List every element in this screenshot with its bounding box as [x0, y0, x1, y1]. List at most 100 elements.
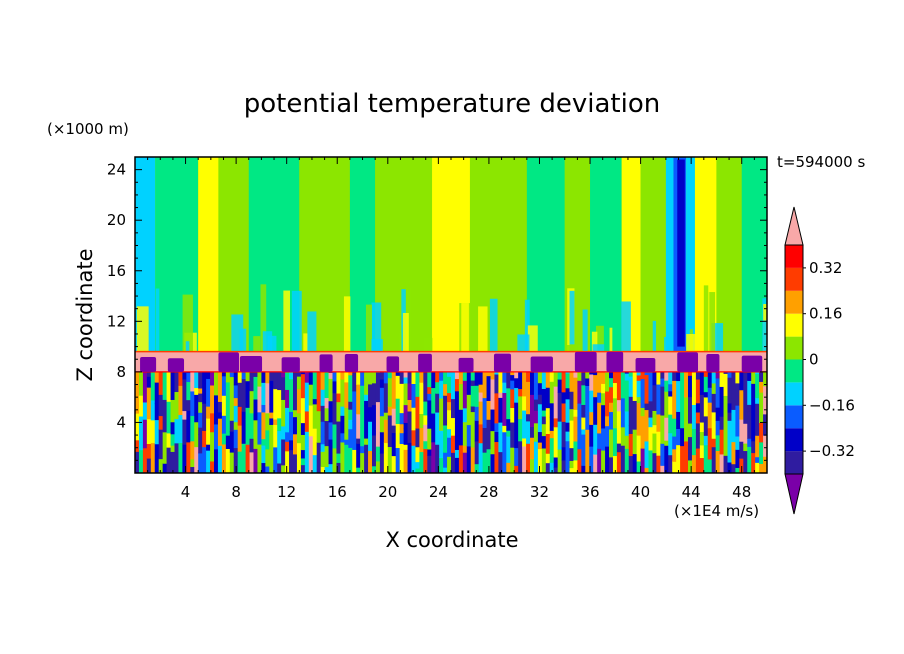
turbulent-cell [747, 446, 752, 473]
turbulent-cell [447, 392, 452, 403]
turbulent-cell [166, 379, 172, 402]
turbulent-cell [356, 413, 361, 439]
turbulent-cell [676, 371, 681, 382]
turbulent-cell [324, 445, 330, 468]
turbulent-cell [581, 404, 586, 418]
turbulent-cell [154, 403, 160, 421]
turbulent-cell [451, 380, 456, 400]
colorbar-segment [785, 336, 803, 360]
turbulent-cell [628, 455, 634, 473]
turbulent-cell [466, 445, 472, 473]
upper-tongue [307, 311, 317, 352]
turbulent-cell [194, 387, 199, 395]
turbulent-cell [182, 371, 187, 380]
turbulent-cell [530, 426, 535, 438]
turbulent-cell [660, 443, 665, 466]
inversion-purple-blob [458, 357, 474, 372]
y-axis: 4 8 12 16 20 24 [107, 161, 767, 461]
upper-stripe [640, 157, 666, 352]
turbulent-cell [372, 465, 377, 473]
turbulent-cell [743, 423, 748, 444]
turbulent-cell [210, 384, 215, 414]
turbulent-cell [206, 418, 211, 445]
turbulent-cell [711, 393, 717, 413]
turbulent-cell [415, 427, 420, 448]
turbulent-cell [407, 382, 413, 401]
turbulent-cell [253, 398, 259, 421]
turbulent-cell [537, 403, 543, 433]
turbulent-cell [719, 453, 725, 473]
upper-tongue [595, 325, 604, 352]
turbulent-cell [636, 434, 642, 462]
turbulent-cell [751, 383, 756, 413]
turbulent-cell [676, 444, 681, 473]
turbulent-cell [699, 431, 705, 446]
turbulent-cell [561, 402, 567, 422]
turbulent-cell [166, 432, 172, 448]
turbulent-cell [699, 444, 705, 459]
inversion-purple-blob [281, 357, 300, 372]
turbulent-cell [494, 392, 499, 400]
turbulent-cell [601, 427, 606, 451]
upper-stripe [135, 157, 156, 352]
turbulent-cell [320, 421, 326, 438]
turbulent-cell [166, 401, 172, 434]
upper-tongue [591, 331, 598, 352]
turbulent-cell [375, 401, 381, 430]
inversion-purple-blob [493, 353, 512, 372]
turbulent-cell [324, 407, 330, 422]
turbulent-cell [533, 410, 539, 424]
inversion-purple-blob [677, 352, 699, 372]
turbulent-cell [348, 419, 353, 430]
turbulent-cell [348, 401, 353, 410]
turbulent-cell [699, 421, 705, 433]
turbulent-cell [573, 459, 578, 473]
turbulent-cell [506, 462, 511, 473]
turbulent-cell [182, 410, 187, 420]
turbulent-cell [589, 390, 594, 413]
turbulent-cell [158, 415, 164, 430]
turbulent-cell [628, 376, 634, 397]
turbulent-cell [719, 371, 725, 387]
turbulent-cell [344, 444, 349, 473]
turbulent-cell [198, 452, 203, 473]
turbulent-cell [431, 412, 436, 443]
turbulent-cell [435, 444, 440, 473]
turbulent-cell [759, 422, 764, 443]
turbulent-cell [739, 441, 744, 459]
turbulent-cell [597, 371, 602, 375]
turbulent-cell [553, 456, 559, 468]
turbulent-cell [569, 391, 575, 410]
turbulent-cell [510, 380, 515, 390]
turbulent-cell [731, 463, 736, 473]
x-tick-label: 48 [732, 483, 751, 501]
turbulent-cell [443, 383, 448, 396]
upper-tongue [517, 334, 530, 352]
turbulent-cell [522, 437, 527, 447]
turbulent-cell [755, 462, 760, 473]
turbulent-cell [261, 462, 266, 473]
turbulent-cell [589, 446, 594, 473]
turbulent-cell [759, 392, 764, 424]
turbulent-cell [423, 414, 428, 425]
turbulent-cell [727, 420, 733, 450]
turbulent-cell [569, 467, 575, 473]
turbulent-cell [751, 371, 756, 384]
turbulent-cell [498, 451, 503, 473]
turbulent-cell [320, 443, 326, 452]
turbulent-cell [300, 449, 306, 459]
turbulent-cell [182, 378, 187, 412]
turbulent-cell [636, 460, 642, 473]
upper-tongue [371, 339, 383, 352]
turbulent-cell [447, 428, 452, 438]
turbulent-cell [356, 438, 361, 444]
turbulent-cell [233, 371, 239, 377]
turbulent-cell [624, 372, 630, 381]
upper-tongue [371, 302, 382, 352]
colorbar-segment [785, 359, 803, 383]
turbulent-cell [300, 464, 306, 473]
turbulent-cell [668, 390, 673, 397]
turbulent-cell [506, 371, 511, 389]
upper-tongue [291, 290, 302, 352]
turbulent-cell [439, 430, 444, 459]
